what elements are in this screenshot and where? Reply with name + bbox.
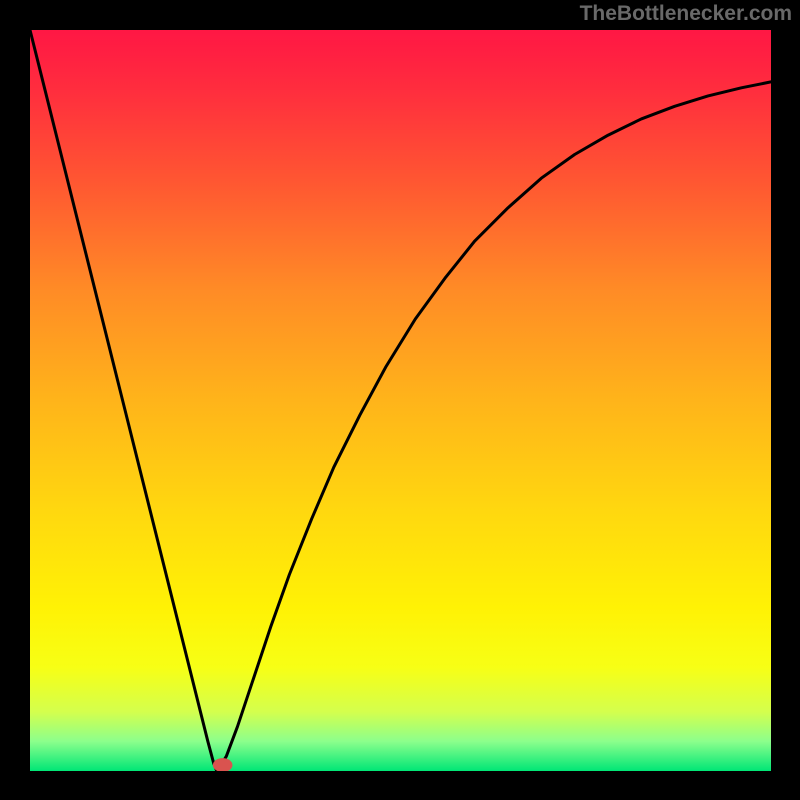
gradient-background xyxy=(30,30,771,771)
chart-container: TheBottlenecker.com xyxy=(0,0,800,800)
watermark-text: TheBottlenecker.com xyxy=(580,2,792,26)
chart-svg xyxy=(30,30,771,771)
plot-area xyxy=(30,30,771,771)
